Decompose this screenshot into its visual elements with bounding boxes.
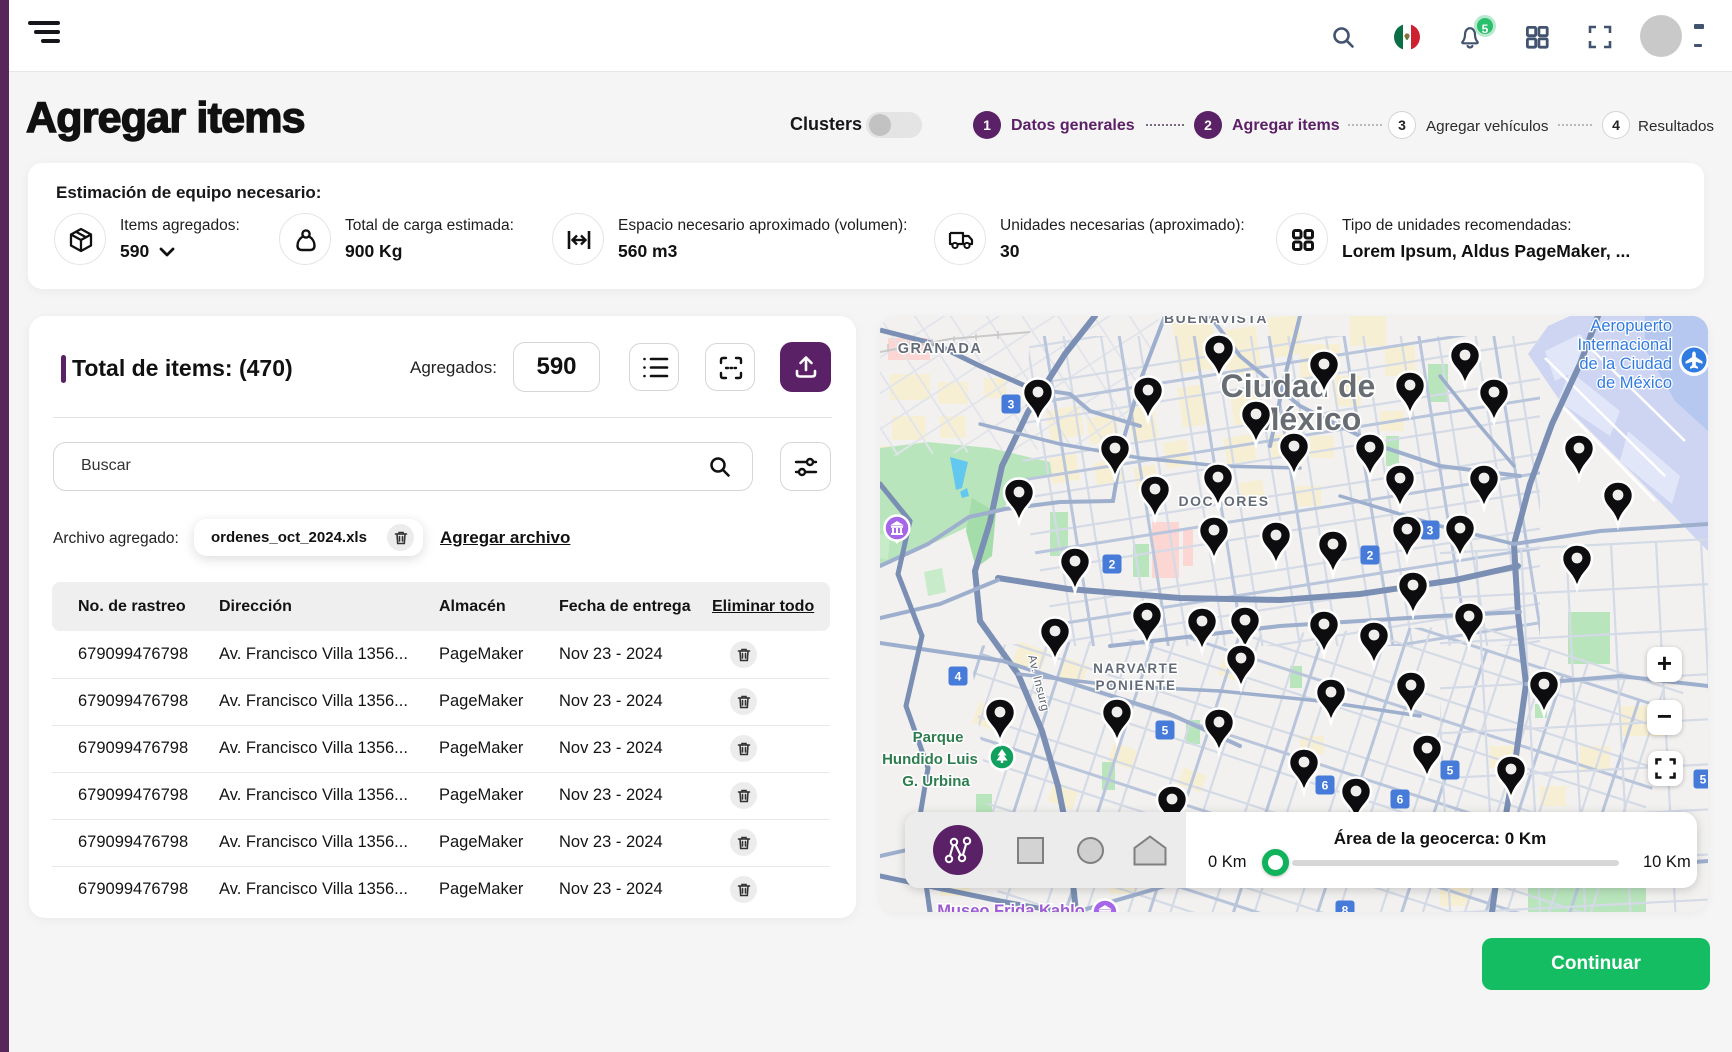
svg-text:5: 5 <box>1447 764 1454 778</box>
svg-text:BUENAVISTA: BUENAVISTA <box>1164 316 1268 326</box>
svg-text:2: 2 <box>1109 558 1116 572</box>
svg-text:G. Urbina: G. Urbina <box>902 773 970 790</box>
svg-text:Museo Frida Kahlo: Museo Frida Kahlo <box>937 902 1085 912</box>
svg-text:3: 3 <box>1427 524 1434 538</box>
svg-text:6: 6 <box>1322 779 1329 793</box>
svg-text:de la Ciudad: de la Ciudad <box>1579 355 1672 373</box>
svg-text:de México: de México <box>1597 374 1672 392</box>
svg-text:4: 4 <box>955 670 962 684</box>
svg-text:Ciudad de: Ciudad de <box>1221 368 1376 404</box>
svg-text:2: 2 <box>1367 549 1374 563</box>
svg-text:DOCTORES: DOCTORES <box>1178 493 1269 509</box>
svg-text:PONIENTE: PONIENTE <box>1095 678 1176 693</box>
svg-text:Parque: Parque <box>913 729 964 746</box>
svg-text:5: 5 <box>1700 773 1707 787</box>
svg-text:Internacional: Internacional <box>1578 336 1672 354</box>
svg-text:NARVARTE: NARVARTE <box>1093 661 1179 676</box>
svg-text:3: 3 <box>1008 398 1015 412</box>
svg-text:8: 8 <box>1342 904 1349 913</box>
svg-text:6: 6 <box>1397 793 1404 807</box>
svg-text:GRANADA: GRANADA <box>898 341 983 357</box>
svg-text:Aeropuerto: Aeropuerto <box>1590 317 1672 335</box>
svg-text:5: 5 <box>1162 724 1169 738</box>
svg-text:Hundido Luis: Hundido Luis <box>882 751 978 768</box>
